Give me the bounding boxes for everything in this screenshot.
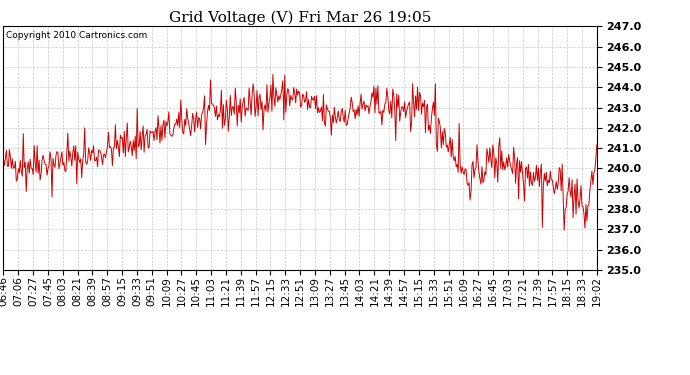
Text: Copyright 2010 Cartronics.com: Copyright 2010 Cartronics.com (6, 31, 148, 40)
Title: Grid Voltage (V) Fri Mar 26 19:05: Grid Voltage (V) Fri Mar 26 19:05 (169, 11, 431, 25)
